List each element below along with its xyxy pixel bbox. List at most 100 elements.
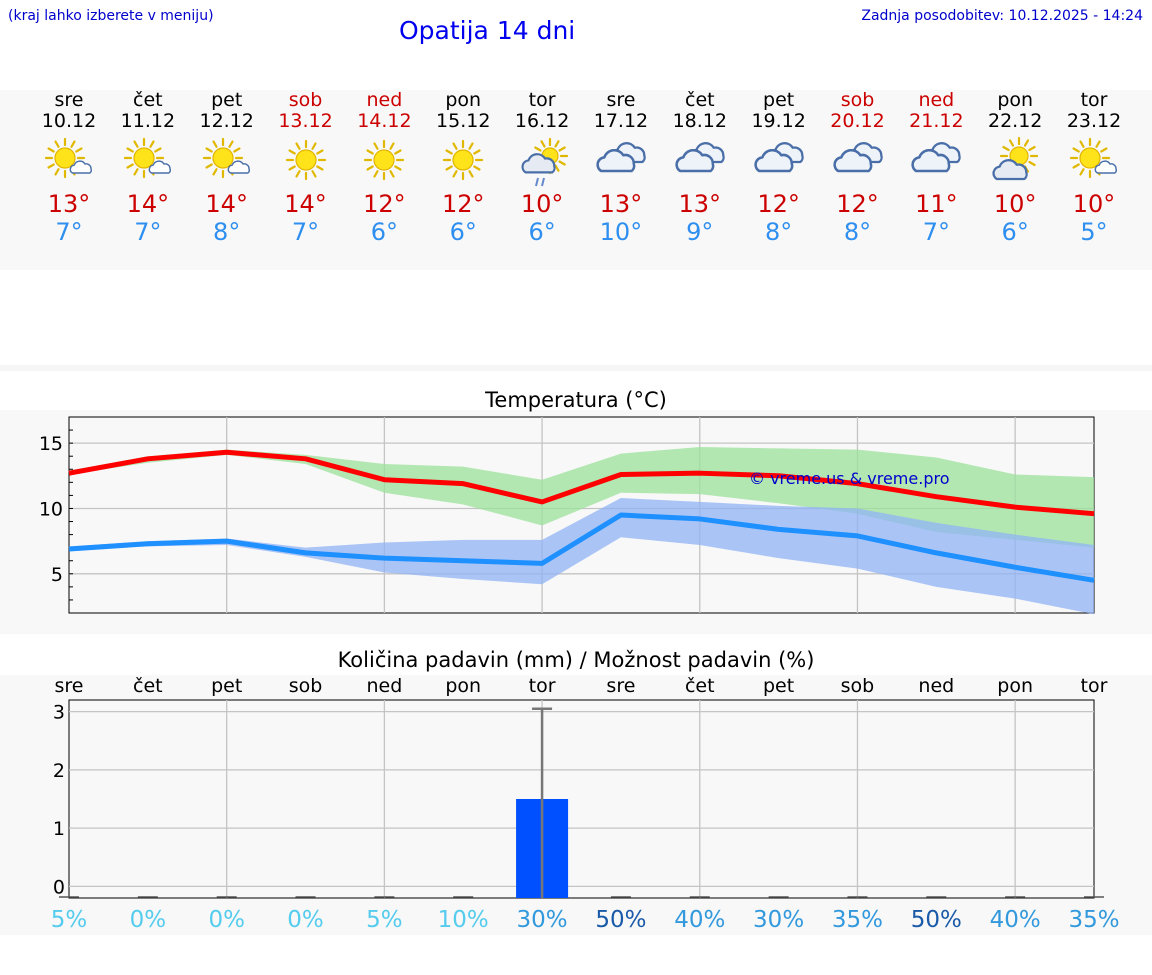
max-temperature: 12° — [363, 190, 406, 218]
min-range-band — [69, 498, 1094, 615]
day-label: pet — [763, 675, 794, 697]
location-hint[interactable]: (kraj lahko izberete v meniju) — [8, 8, 214, 24]
day-label: čet — [133, 675, 163, 697]
day-date: 17.12 — [593, 110, 649, 132]
last-update: Zadnja posodobitev: 10.12.2025 - 14:24 — [861, 8, 1143, 24]
page-title: Opatija 14 dni — [399, 16, 576, 45]
precipitation-chance: 0% — [287, 907, 324, 933]
day-name: pet — [211, 89, 243, 111]
forecast-day: tor 16.12 10° 6° — [502, 90, 582, 246]
forecast-day: pon 22.12 10° 6° — [975, 90, 1055, 246]
min-temperature: 6° — [370, 218, 399, 246]
precipitation-chance: 40% — [674, 907, 725, 933]
day-date: 21.12 — [909, 110, 964, 132]
day-date: 10.12 — [41, 110, 97, 132]
max-temperature: 10° — [993, 190, 1037, 218]
forecast-day: sob 20.12 12° 8° — [818, 90, 898, 246]
precipitation-chance: 30% — [753, 907, 804, 933]
forecast-day: sre 10.12 13° 7° — [29, 90, 109, 246]
day-name: tor — [528, 89, 556, 111]
max-temperature: 13° — [47, 190, 91, 218]
day-label: sob — [841, 675, 875, 697]
day-date: 16.12 — [514, 110, 570, 132]
day-name: čet — [133, 89, 163, 111]
forecast-day: pon 15.12 12° 6° — [423, 90, 503, 246]
copyright-annotation: © vreme.us & vreme.pro — [749, 469, 950, 488]
max-temperature: 12° — [757, 190, 800, 218]
day-date: 14.12 — [357, 110, 412, 132]
day-label: ned — [366, 675, 402, 697]
day-name: ned — [918, 89, 955, 111]
y-tick-label: 10 — [39, 498, 63, 520]
forecast-day: ned 14.12 12° 6° — [344, 90, 424, 246]
temperature-chart-title: Temperatura (°C) — [485, 388, 667, 412]
day-date: 11.12 — [120, 110, 176, 132]
precipitation-chance: 0% — [208, 907, 245, 933]
day-label: sre — [55, 675, 84, 697]
max-temperature: 11° — [915, 190, 958, 218]
cloud-icon — [754, 142, 804, 173]
forecast-strip: sre 10.12 13° 7° čet 11.12 14° 7° pet 12.12 14° 8° s… — [0, 90, 1152, 270]
min-temperature: 7° — [134, 218, 162, 246]
day-name: pon — [997, 89, 1034, 111]
forecast-day: sre 17.12 13° 10° — [581, 90, 661, 246]
min-temperature: 9° — [686, 218, 714, 246]
min-temperature: 7° — [55, 218, 83, 246]
day-label: pon — [997, 675, 1033, 697]
day-date: 12.12 — [199, 110, 254, 132]
max-temperature: 14° — [205, 190, 248, 218]
forecast-day: čet 11.12 14° 7° — [108, 90, 188, 246]
precipitation-chart-title: Količina padavin (mm) / Možnost padavin … — [337, 648, 815, 672]
day-name: sre — [606, 89, 636, 111]
day-name: ned — [366, 89, 403, 111]
sun-cloud-rain-icon — [521, 137, 569, 187]
sun-cloud-icon — [44, 137, 92, 179]
cloud-icon — [596, 142, 646, 173]
sun-cloud-icon — [123, 137, 171, 179]
max-temperature: 10° — [1072, 190, 1116, 218]
cloud-icon — [832, 142, 883, 173]
forecast-day: sob 13.12 14° 7° — [266, 90, 346, 246]
max-temperature: 14° — [126, 190, 170, 218]
cloud-icon — [675, 142, 725, 173]
min-temperature: 8° — [213, 218, 241, 246]
min-temperature: 6° — [1001, 218, 1029, 246]
sun-cloud-icon — [1069, 137, 1118, 179]
precipitation-chart: sre čet pet sob ned pon tor sre čet pet sob ned pon t… — [51, 675, 1120, 933]
day-date: 15.12 — [436, 110, 491, 132]
y-tick-label: 1 — [53, 818, 65, 840]
day-label: tor — [529, 675, 556, 697]
day-name: sob — [288, 89, 323, 111]
y-tick-label: 2 — [53, 760, 65, 782]
day-label: čet — [685, 675, 715, 697]
day-date: 20.12 — [830, 110, 885, 132]
plot-area — [68, 699, 1095, 899]
day-name: tor — [1080, 89, 1108, 111]
day-date: 13.12 — [278, 110, 333, 132]
min-temperature: 7° — [291, 218, 320, 246]
separator — [0, 365, 1152, 371]
forecast-day: pet 12.12 14° 8° — [187, 90, 267, 246]
y-tick-label: 3 — [53, 702, 65, 724]
max-temperature: 12° — [836, 190, 879, 218]
day-name: sre — [54, 89, 84, 111]
precipitation-chance: 40% — [990, 907, 1041, 933]
sun-icon — [364, 139, 405, 181]
day-name: pon — [445, 89, 482, 111]
precipitation-chance: 35% — [832, 907, 883, 933]
forecast-day: ned 21.12 11° 7° — [896, 90, 976, 246]
precipitation-chance: 5% — [366, 907, 403, 933]
sun-icon — [443, 139, 484, 181]
max-temperature-line — [68, 449, 1095, 517]
sun-cloud-icon — [202, 137, 250, 179]
min-temperature: 6° — [449, 218, 477, 246]
precipitation-chance: 35% — [1068, 907, 1119, 933]
day-date: 19.12 — [751, 110, 806, 132]
y-tick-label: 15 — [39, 433, 63, 455]
forecast-day: tor 23.12 10° 5° — [1054, 90, 1134, 246]
max-temperature: 10° — [520, 190, 564, 218]
day-label: sob — [289, 675, 323, 697]
day-label: tor — [1081, 675, 1108, 697]
day-label: pet — [211, 675, 242, 697]
max-temperature: 14° — [284, 190, 327, 218]
